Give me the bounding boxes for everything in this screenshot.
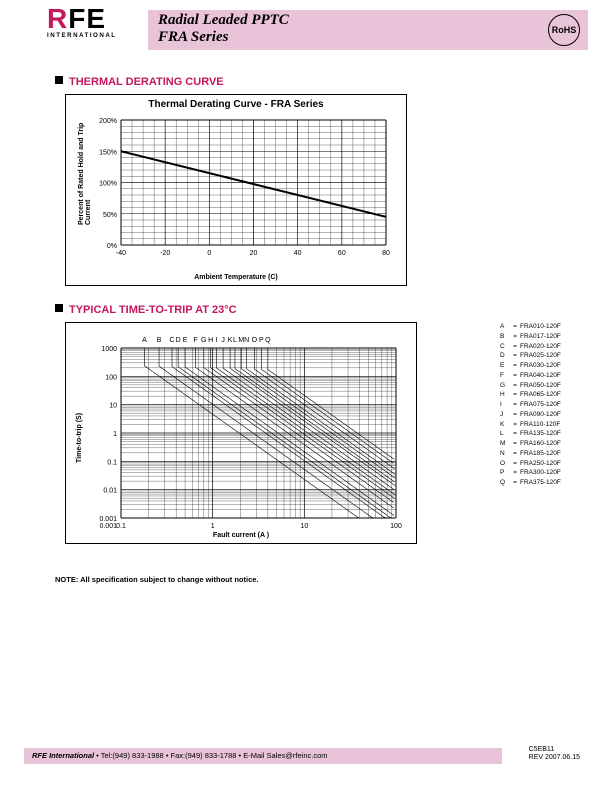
svg-text:F: F [193,337,197,344]
svg-text:Q: Q [265,337,271,344]
header: RFE INTERNATIONAL Radial Leaded PPTC FRA… [0,0,612,58]
svg-text:200%: 200% [99,118,117,125]
svg-text:0.001: 0.001 [99,523,117,530]
legend-row: M=FRA160-120F [500,439,561,449]
bullet-icon [55,76,63,84]
chart2-legend: A=FRA010-120FB=FRA017-120FC=FRA020-120FD… [500,322,561,488]
svg-text:O: O [252,337,258,344]
svg-text:D: D [176,337,181,344]
svg-text:N: N [244,337,249,344]
svg-text:0.1: 0.1 [107,459,117,466]
svg-text:20: 20 [250,250,258,257]
logo-subtext: INTERNATIONAL [47,32,147,39]
thermal-derating-chart: Thermal Derating Curve - FRA Series -40-… [65,94,407,286]
svg-text:0: 0 [207,250,211,257]
svg-text:1: 1 [211,523,215,530]
footer: RFE International • Tel:(949) 833-1988 •… [24,748,588,764]
disclaimer-note: NOTE: All specification subject to chang… [55,575,612,584]
svg-text:J: J [221,337,225,344]
svg-text:1000: 1000 [101,346,117,353]
svg-text:80: 80 [382,250,390,257]
legend-row: L=FRA135-120F [500,429,561,439]
svg-text:40: 40 [294,250,302,257]
rohs-badge: RoHS [548,14,580,46]
svg-text:10: 10 [300,523,308,530]
chart2-ylabel: Time-to-trip (S) [76,413,83,463]
svg-text:E: E [183,337,188,344]
legend-row: H=FRA065-120F [500,390,561,400]
svg-text:0.01: 0.01 [103,488,117,495]
legend-row: O=FRA250-120F [500,459,561,469]
doc-title: Radial Leaded PPTC FRA Series [158,12,289,47]
svg-text:100: 100 [105,374,117,381]
legend-row: G=FRA050-120F [500,381,561,391]
svg-text:G: G [201,337,206,344]
title-line-2: FRA Series [158,29,289,46]
time-to-trip-block: 0.11101000.0010.010.111010010000.001ABCD… [65,322,565,547]
legend-row: P=FRA300-120F [500,468,561,478]
svg-text:0%: 0% [107,243,117,250]
legend-row: F=FRA040-120F [500,371,561,381]
svg-text:P: P [259,337,264,344]
chart2-xlabel: Fault current (A ) [66,532,416,539]
section-1-heading: THERMAL DERATING CURVE [55,76,612,88]
legend-row: J=FRA090-120F [500,410,561,420]
chart1-title: Thermal Derating Curve - FRA Series [66,95,406,110]
title-line-1: Radial Leaded PPTC [158,12,289,29]
svg-text:1: 1 [113,431,117,438]
chart1-ylabel: Percent of Rated Hold and TripCurrent [78,123,92,225]
footer-revision: C5EB11 REV 2007.06.15 [529,746,580,763]
legend-row: A=FRA010-120F [500,322,561,332]
svg-text:100: 100 [390,523,402,530]
svg-text:I: I [215,337,217,344]
chart1-svg: -40 -20 0 20 40 60 80 0% 50% 100% 150% 200% [66,110,406,275]
legend-row: N=FRA185-120F [500,449,561,459]
svg-text:100%: 100% [99,181,117,188]
legend-row: K=FRA110-120F [500,420,561,430]
svg-text:60: 60 [338,250,346,257]
legend-row: Q=FRA375-120F [500,478,561,488]
logo: RFE INTERNATIONAL [47,8,147,56]
legend-row: C=FRA020-120F [500,342,561,352]
svg-text:B: B [157,337,162,344]
time-to-trip-chart: 0.1 1 10 100 0.001 0.01 0.1 1 10 100 1000 0.001 A BCD… [65,322,417,544]
legend-row: D=FRA025-120F [500,351,561,361]
svg-text:10: 10 [109,403,117,410]
svg-text:-40: -40 [116,250,126,257]
svg-text:C: C [169,337,174,344]
svg-text:0.001: 0.001 [99,516,117,523]
chart2-svg: 0.1 1 10 100 0.001 0.01 0.1 1 10 100 1000 0.001 A BCD… [66,323,416,543]
legend-row: E=FRA030-120F [500,361,561,371]
svg-text:H: H [208,337,213,344]
legend-row: B=FRA017-120F [500,332,561,342]
bullet-icon [55,304,63,312]
svg-text:150%: 150% [99,149,117,156]
section-2-heading: TYPICAL TIME-TO-TRIP AT 23°C [55,304,612,316]
logo-text: RFE [47,8,147,30]
svg-text:-20: -20 [160,250,170,257]
footer-contact: RFE International • Tel:(949) 833-1988 •… [24,748,502,764]
svg-text:A: A [142,337,147,344]
svg-text:50%: 50% [103,212,117,219]
legend-row: I=FRA075-120F [500,400,561,410]
svg-text:0.1: 0.1 [116,523,126,530]
svg-text:L: L [233,337,237,344]
chart1-xlabel: Ambient Temperature (C) [66,274,406,281]
